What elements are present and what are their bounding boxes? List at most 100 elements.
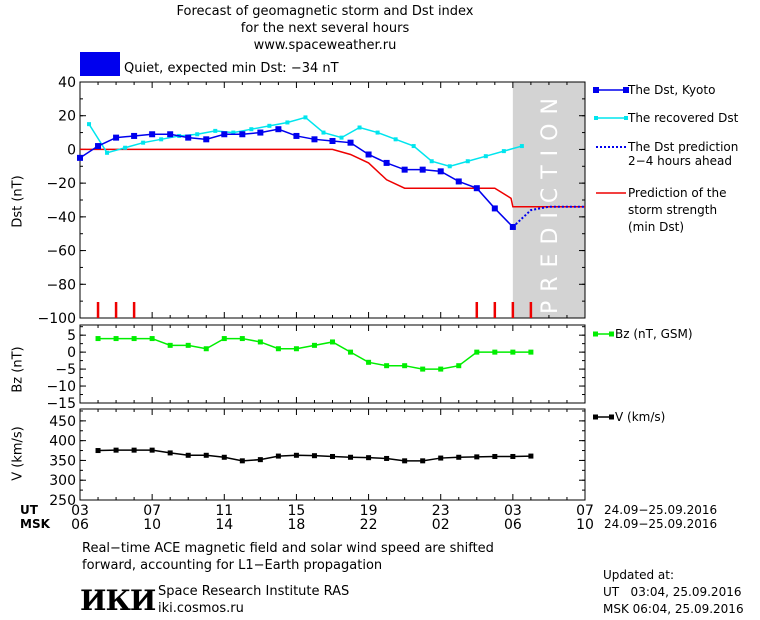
bz-point <box>149 336 155 342</box>
v-point <box>95 448 101 454</box>
legend-strength-2: storm strength <box>628 203 718 217</box>
v-point <box>456 454 462 460</box>
kyoto-dst-point <box>113 134 120 141</box>
kyoto-dst-point <box>383 159 390 166</box>
note-line-2: forward, accounting for L1−Earth propaga… <box>82 558 383 573</box>
legend-dst-kyoto: The Dst, Kyoto <box>628 83 716 97</box>
v-axis-label: V (km/s) <box>10 426 26 481</box>
v-legend-marker <box>609 414 614 420</box>
recovered-dst-legend-marker <box>624 116 628 120</box>
updated-label: Updated at: <box>603 568 674 582</box>
recovered-dst-point <box>105 150 110 155</box>
bz-point <box>203 346 209 352</box>
ut-tick-label: 19 <box>360 503 378 519</box>
title-line-3: www.spaceweather.ru <box>253 38 397 53</box>
kyoto-dst-point <box>365 151 372 158</box>
v-point <box>420 458 426 464</box>
recovered-dst-point <box>87 122 92 127</box>
v-point <box>474 454 480 460</box>
bz-point <box>492 349 498 355</box>
bz-point <box>113 336 119 342</box>
bz-ytick-label: −10 <box>46 379 76 395</box>
status-color-box <box>80 52 120 76</box>
institute-name: Space Research Institute RAS <box>158 584 350 599</box>
kyoto-dst-point <box>455 178 462 185</box>
recovered-dst-point <box>123 145 128 150</box>
msk-tick-label: 06 <box>71 517 89 533</box>
recovered-dst-point <box>483 154 488 159</box>
institute-site[interactable]: iki.cosmos.ru <box>158 601 244 616</box>
v-legend-marker <box>593 414 598 420</box>
dst-axis-label: Dst (nT) <box>10 175 26 228</box>
title-line-2: for the next several hours <box>240 21 410 36</box>
ut-tick-label: 03 <box>504 503 522 519</box>
v-ytick-label: 300 <box>49 473 76 489</box>
v-point <box>203 452 209 458</box>
recovered-dst-point <box>519 144 524 149</box>
v-point <box>438 455 444 461</box>
bz-point <box>167 342 173 348</box>
bz-point <box>510 349 516 355</box>
v-point <box>311 453 317 459</box>
bz-ytick-label: 0 <box>67 345 76 361</box>
kyoto-dst-point <box>491 205 498 212</box>
v-ytick-label: 250 <box>49 493 76 509</box>
kyoto-dst-point <box>77 154 83 161</box>
bz-point <box>474 349 480 355</box>
v-point <box>185 452 191 458</box>
recovered-dst-point <box>339 135 344 140</box>
updated-msk: MSK 06:04, 25.09.2016 <box>603 602 744 616</box>
v-point <box>528 453 534 459</box>
bz-point <box>420 366 426 372</box>
kyoto-dst-legend-marker <box>623 87 629 93</box>
ut-tick-label: 23 <box>432 503 450 519</box>
v-point <box>366 455 372 461</box>
dst-ytick-label: 20 <box>58 109 76 125</box>
bz-point <box>275 346 281 352</box>
msk-dates: 24.09−25.09.2016 <box>604 517 718 531</box>
kyoto-dst-point <box>149 131 156 138</box>
dst-ytick-label: 0 <box>67 142 76 158</box>
bz-ytick-label: −5 <box>55 362 76 378</box>
v-point <box>131 447 137 453</box>
v-ytick-label: 450 <box>49 414 76 430</box>
v-point <box>330 453 335 459</box>
recovered-dst-point <box>321 130 326 135</box>
recovered-dst-point <box>465 159 470 164</box>
recovered-dst-point <box>447 164 452 169</box>
recovered-dst-line <box>88 116 523 168</box>
bz-point <box>185 342 191 348</box>
dst-ytick-label: −20 <box>46 176 76 192</box>
dst-ytick-label: −100 <box>38 311 76 327</box>
bz-point <box>330 339 335 345</box>
bz-point <box>311 342 317 348</box>
kyoto-dst-point <box>203 136 210 143</box>
legend-strength-1: Prediction of the <box>628 186 727 200</box>
strength-prediction-line <box>80 148 585 208</box>
msk-tick-label: 02 <box>432 517 450 533</box>
kyoto-dst-point <box>473 185 480 192</box>
bz-point <box>348 349 354 355</box>
legend-prediction-2: 2−4 hours ahead <box>628 154 733 168</box>
kyoto-dst-point <box>419 166 426 173</box>
prediction-band-label: PREDICTION <box>538 89 563 314</box>
kyoto-dst-point <box>347 139 354 146</box>
v-point <box>348 454 354 460</box>
recovered-dst-point <box>501 149 506 154</box>
updated-ut: UT 03:04, 25.09.2016 <box>603 585 742 599</box>
bz-point <box>384 363 390 369</box>
legend-v: V (km/s) <box>615 410 666 424</box>
recovered-dst-point <box>357 125 362 130</box>
v-point <box>293 452 299 458</box>
recovered-dst-point <box>303 115 308 120</box>
v-point <box>167 450 173 456</box>
bz-point <box>257 339 263 345</box>
kyoto-dst-point <box>311 136 318 143</box>
kyoto-dst-point <box>167 131 174 138</box>
bz-point <box>293 346 299 352</box>
dst-ytick-label: 40 <box>58 75 76 91</box>
ut-tick-label: 15 <box>288 503 306 519</box>
legend-strength-3: (min Dst) <box>628 220 685 234</box>
v-point <box>492 453 498 459</box>
